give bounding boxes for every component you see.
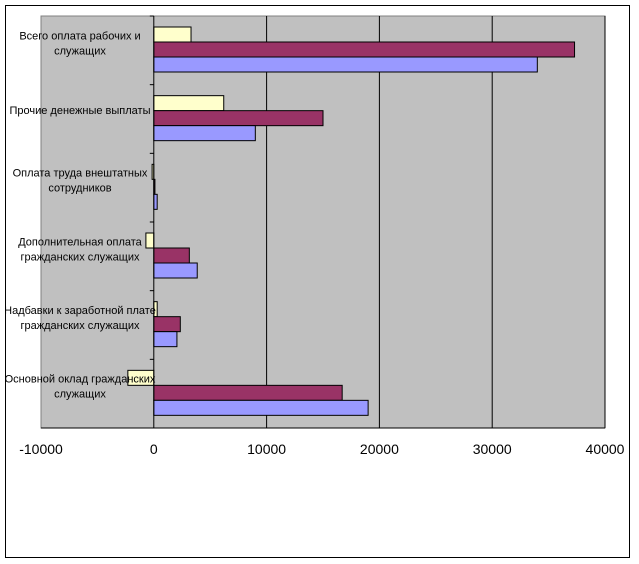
bar-series-3 xyxy=(153,399,369,416)
category-label-line: сотрудников xyxy=(48,183,111,195)
x-tick-label: 30000 xyxy=(473,441,512,457)
category-label-line: служащих xyxy=(54,45,106,57)
bar-series-3 xyxy=(153,262,198,279)
bar-series-2 xyxy=(153,247,190,264)
bar-series-1 xyxy=(153,95,225,112)
x-tick-label: -10000 xyxy=(19,441,63,457)
category-label-line: Прочие денежные выплаты xyxy=(9,105,150,117)
category-label: Дополнительная оплата гражданских служащи… xyxy=(18,236,142,263)
category-label: Надбавки к заработной плате гражданских с… xyxy=(4,305,156,332)
bar-series-3 xyxy=(153,193,158,210)
bar-series-3 xyxy=(153,331,178,348)
bar-series-1 xyxy=(153,26,192,43)
bar-series-2 xyxy=(153,41,576,58)
category-label-line: гражданских служащих xyxy=(21,320,140,332)
bar-series-2 xyxy=(153,110,324,127)
category-label-line: Надбавки к заработной плате xyxy=(4,305,156,317)
category-label: Всего оплата рабочих и служащих xyxy=(19,30,140,57)
category-label-line: Всего оплата рабочих и xyxy=(19,30,140,42)
bar-series-1 xyxy=(145,232,155,249)
x-tick-label: 10000 xyxy=(247,441,286,457)
category-label-line: служащих xyxy=(54,389,106,401)
category-label-line: Дополнительная оплата xyxy=(18,236,142,248)
category-label: Основной оклад гражданских служащих xyxy=(5,374,156,401)
category-label: Прочие денежные выплаты xyxy=(9,105,150,117)
category-label-line: Основной оклад гражданских xyxy=(5,374,156,386)
bar-series-2 xyxy=(153,316,181,333)
category-label: Оплата труда внештатных сотрудников xyxy=(13,168,148,195)
chart-frame xyxy=(5,5,630,558)
bar-series-2 xyxy=(153,384,343,401)
category-label-line: гражданских служащих xyxy=(21,251,140,263)
bar-series-3 xyxy=(153,125,256,142)
x-tick-label: 40000 xyxy=(586,441,625,457)
bar-series-3 xyxy=(153,56,538,73)
x-tick-label: 20000 xyxy=(360,441,399,457)
plot-area xyxy=(40,15,606,429)
x-tick-label: 0 xyxy=(150,441,158,457)
category-label-line: Оплата труда внештатных xyxy=(13,168,148,180)
